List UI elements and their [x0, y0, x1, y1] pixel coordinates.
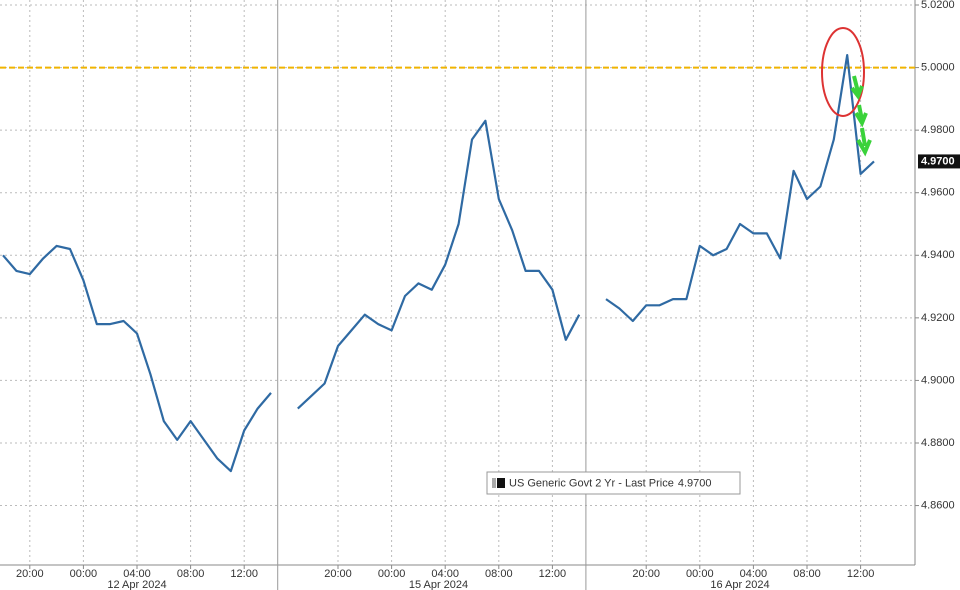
x-tick-label: 00:00 — [686, 568, 714, 580]
x-tick-label: 00:00 — [70, 568, 98, 580]
x-tick-label: 04:00 — [431, 568, 459, 580]
legend-swatch — [497, 478, 505, 488]
date-label: 15 Apr 2024 — [409, 579, 468, 590]
legend-text: US Generic Govt 2 Yr - Last Price 4.9700 — [509, 477, 712, 489]
legend-box — [486, 471, 741, 495]
legend-swatch — [492, 478, 496, 488]
y-tick-label: 5.0000 — [921, 61, 955, 73]
y-tick-label: 4.9400 — [921, 249, 955, 261]
x-tick-label: 08:00 — [793, 568, 821, 580]
date-label: 16 Apr 2024 — [710, 579, 769, 590]
y-tick-label: 4.9200 — [921, 312, 955, 324]
legend-name: US Generic Govt 2 Yr - Last Price — [509, 477, 674, 489]
y-tick-label: 4.8600 — [921, 499, 955, 511]
arrow — [854, 104, 868, 128]
legend-last-price: 4.9700 — [678, 477, 712, 489]
last-price-tag — [918, 154, 960, 169]
highlight-circle — [821, 27, 865, 117]
x-tick-label: 00:00 — [378, 568, 406, 580]
arrow — [850, 75, 864, 101]
x-tick-label: 20:00 — [324, 568, 352, 580]
y-tick-label: 4.9000 — [921, 374, 955, 386]
right-axis-area — [915, 0, 960, 590]
x-tick-label: 20:00 — [16, 568, 44, 580]
x-tick-label: 12:00 — [847, 568, 875, 580]
date-label: 12 Apr 2024 — [107, 579, 166, 590]
x-tick-label: 12:00 — [539, 568, 567, 580]
x-tick-label: 20:00 — [632, 568, 660, 580]
y-tick-label: 5.0200 — [921, 0, 955, 11]
y-tick-label: 4.8800 — [921, 437, 955, 449]
series-line — [2, 54, 875, 473]
x-tick-label: 04:00 — [740, 568, 768, 580]
y-tick-label: 4.9600 — [921, 187, 955, 199]
arrow — [856, 127, 872, 157]
x-tick-label: 04:00 — [123, 568, 151, 580]
x-tick-label: 08:00 — [485, 568, 513, 580]
last-price-label: 4.9700 — [921, 155, 955, 167]
x-tick-label: 12:00 — [230, 568, 258, 580]
x-tick-label: 08:00 — [177, 568, 205, 580]
y-tick-label: 4.9800 — [921, 124, 955, 136]
plot-area — [0, 0, 915, 565]
